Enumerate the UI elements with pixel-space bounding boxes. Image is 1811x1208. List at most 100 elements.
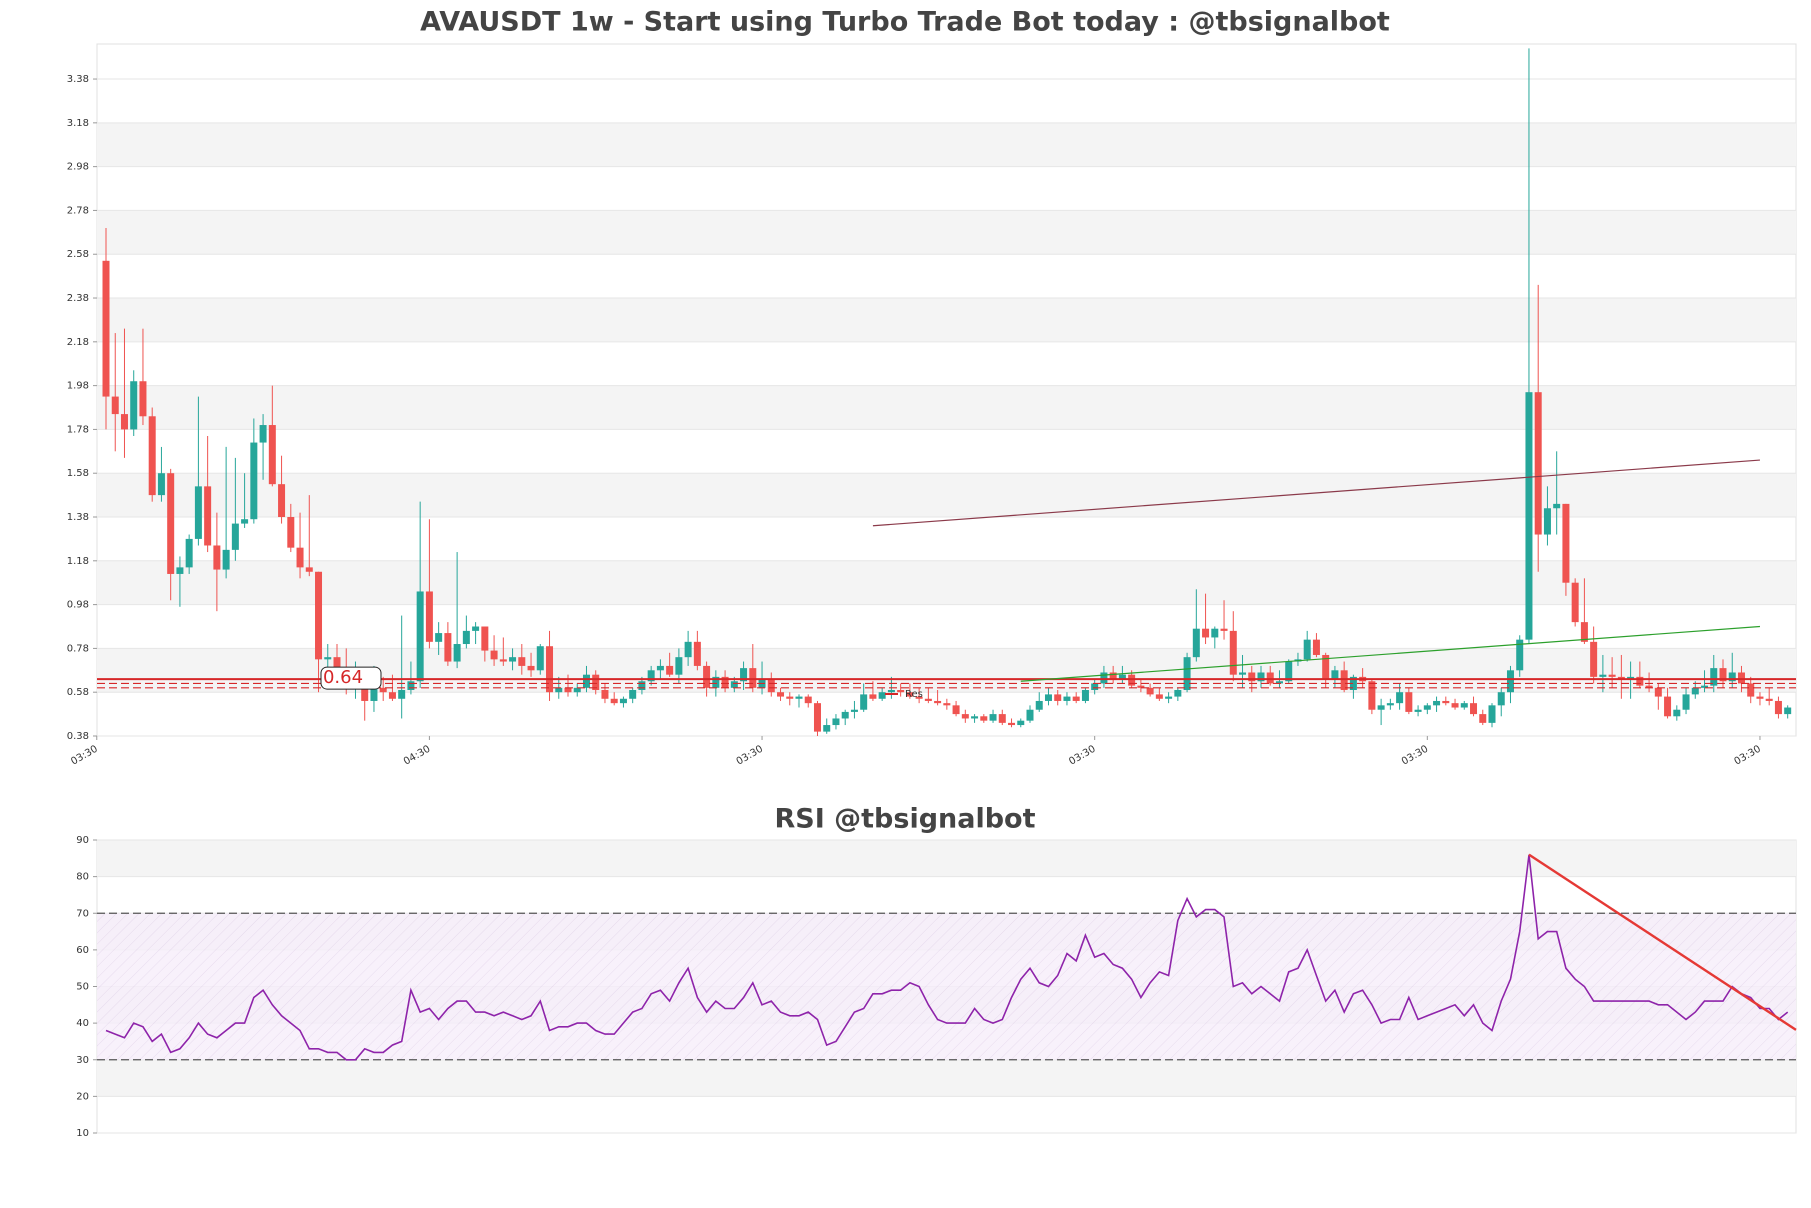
candle-body xyxy=(693,641,701,666)
y-tick-label: 2.58 xyxy=(67,249,89,260)
candle-body xyxy=(1608,674,1616,677)
candle-body xyxy=(601,690,609,699)
candle-body xyxy=(989,714,997,721)
candle-body xyxy=(1580,622,1588,642)
grid-band xyxy=(97,1059,1796,1097)
candle-body xyxy=(194,486,202,539)
candle-body xyxy=(1248,672,1256,682)
candle-body xyxy=(1571,582,1579,623)
candle-body xyxy=(1137,685,1145,688)
candle-body xyxy=(656,665,664,671)
candle-body xyxy=(721,676,729,688)
candle-body xyxy=(1146,687,1154,695)
candle-body xyxy=(1396,692,1404,704)
candle-body xyxy=(647,670,655,682)
candle-body xyxy=(425,591,433,642)
y-tick-label: 2.38 xyxy=(67,293,89,304)
trendline xyxy=(872,459,1761,527)
candle-body xyxy=(610,698,618,704)
candle-body xyxy=(527,665,535,671)
candle-body xyxy=(1118,674,1126,680)
candle-body xyxy=(102,260,110,397)
candle-body xyxy=(1682,694,1690,710)
candle-body xyxy=(388,692,396,699)
candle-body xyxy=(1054,694,1062,701)
candle-body xyxy=(1636,676,1644,686)
candle-body xyxy=(1673,709,1681,717)
candle-body xyxy=(176,567,184,574)
y-tick-label: 70 xyxy=(76,908,89,919)
candle-body xyxy=(804,696,812,704)
candle-body xyxy=(1128,674,1136,686)
candle-body xyxy=(1165,696,1173,699)
chart-title: AVAUSDT 1w - Start using Turbo Trade Bot… xyxy=(420,7,1390,38)
candle-body xyxy=(1174,690,1182,697)
candle-body xyxy=(213,545,221,570)
candle-body xyxy=(167,473,175,574)
candle-body xyxy=(296,547,304,568)
candle-body xyxy=(1617,676,1625,680)
candle-body xyxy=(1063,696,1071,701)
y-tick-label: 0.98 xyxy=(67,600,89,611)
candle-body xyxy=(1349,676,1357,691)
candle-body xyxy=(1756,696,1764,699)
candle-body xyxy=(703,665,711,688)
candle-body xyxy=(638,681,646,691)
candle-body xyxy=(1553,503,1561,509)
y-tick-label: 1.18 xyxy=(67,556,89,567)
candle-body xyxy=(1433,700,1441,706)
candle-body xyxy=(1774,700,1782,715)
candle-body xyxy=(740,668,748,682)
candle-body xyxy=(157,473,165,496)
candle-body xyxy=(499,659,507,662)
candle-body xyxy=(130,381,138,430)
candle-body xyxy=(897,690,905,693)
candle-body xyxy=(536,646,544,671)
candle-body xyxy=(1460,703,1468,708)
y-tick-label: 2.78 xyxy=(67,205,89,216)
candle-body xyxy=(592,674,600,691)
candle-body xyxy=(250,442,258,520)
candle-body xyxy=(509,657,517,662)
candle-body xyxy=(1155,694,1163,699)
candle-body xyxy=(1728,672,1736,682)
y-tick-label: 1.78 xyxy=(67,424,89,435)
candle-body xyxy=(1525,392,1533,640)
y-tick-label: 0.78 xyxy=(67,643,89,654)
candle-body xyxy=(730,681,738,688)
candle-body xyxy=(675,657,683,675)
y-tick-label: 30 xyxy=(76,1055,89,1066)
candle-body xyxy=(767,679,775,693)
candle-body xyxy=(1211,628,1219,638)
y-tick-label: 1.58 xyxy=(67,468,89,479)
candle-body xyxy=(1645,685,1653,688)
candle-body xyxy=(1414,709,1422,712)
candle-body xyxy=(305,567,313,572)
candle-body xyxy=(555,687,563,693)
candle-body xyxy=(906,692,914,697)
candle-body xyxy=(841,711,849,719)
candle-body xyxy=(1765,698,1773,701)
candle-body xyxy=(1488,705,1496,723)
candle-body xyxy=(795,696,803,699)
candle-body xyxy=(398,690,406,699)
candle-body xyxy=(453,644,461,662)
candle-body xyxy=(1386,703,1394,706)
candle-body xyxy=(619,698,627,704)
candle-body xyxy=(1257,672,1265,682)
candle-body xyxy=(1737,672,1745,684)
candle-body xyxy=(1590,641,1598,677)
candle-body xyxy=(1534,392,1542,535)
candle-body xyxy=(786,696,794,699)
candle-body xyxy=(1026,709,1034,721)
candle-body xyxy=(1266,672,1274,684)
candle-body xyxy=(1072,696,1080,701)
candle-body xyxy=(481,626,489,651)
candle-body xyxy=(582,674,590,688)
candle-body xyxy=(629,690,637,699)
candle-body xyxy=(1747,683,1755,697)
candle-body xyxy=(1285,661,1293,682)
candle-body xyxy=(444,633,452,662)
candle-body xyxy=(241,519,249,524)
y-tick-label: 80 xyxy=(76,872,89,883)
